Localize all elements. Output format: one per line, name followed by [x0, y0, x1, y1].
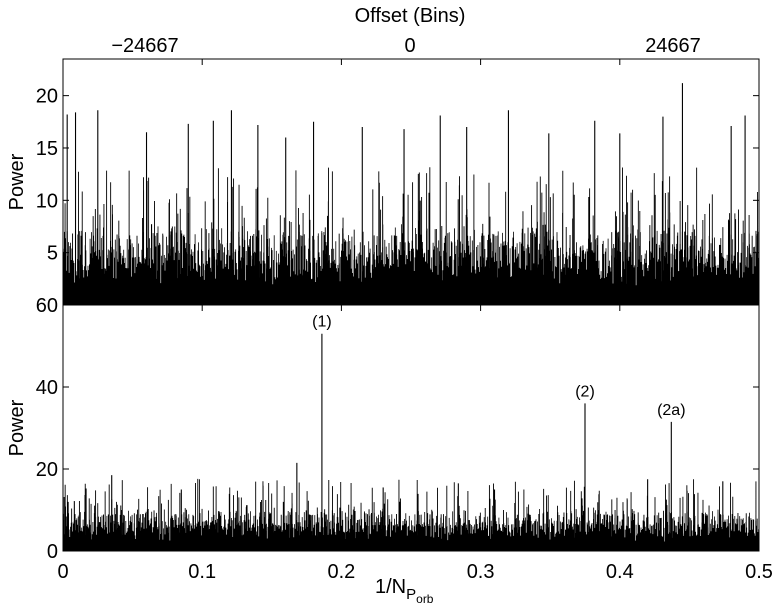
y-tick-label: 0 [47, 541, 58, 563]
x-tick-label: 0.2 [327, 561, 355, 583]
x-tick-label: 0.3 [467, 561, 495, 583]
bottom-x-axis: 0 0.1 0.2 0.3 0.4 0.5 [57, 545, 773, 583]
peak-label: (2a) [657, 402, 685, 419]
top-y-axis-title: Power [6, 153, 28, 210]
y-tick-label: 20 [36, 86, 58, 108]
x-tick-label: 0.1 [188, 561, 216, 583]
offset-axis: −24667 0 24667 [111, 35, 700, 57]
y-tick-label: 5 [47, 243, 58, 265]
x-axis-title-subsub: orb [416, 592, 434, 606]
top-y-axis: 5 10 15 20 [36, 86, 759, 265]
x-tick-label: 0 [57, 561, 68, 583]
bottom-peaks-series [111, 333, 724, 551]
top-peaks-series [66, 83, 746, 305]
y-tick-label: 40 [36, 377, 58, 399]
top-panel: 5 10 15 20 −24667 0 24667 Offset (Bins) Pow… [6, 5, 760, 311]
offset-tick-label: 0 [404, 35, 415, 57]
bottom-x-axis-title: 1/NPorb [375, 576, 434, 606]
y-tick-label: 60 [36, 295, 58, 317]
bottom-y-axis: 0 20 40 60 [36, 295, 759, 563]
x-tick-label: 0.4 [606, 561, 634, 583]
offset-tick-label: 24667 [645, 35, 701, 57]
bottom-panel: 0 20 40 60 0 0.1 0.2 0.3 0.4 0.5 (1) (2) (2a) Powe… [6, 295, 773, 606]
x-axis-title-sub: P [406, 586, 416, 603]
peak-label: (1) [312, 314, 332, 331]
offset-axis-title: Offset (Bins) [355, 5, 466, 27]
noise-spikes [63, 167, 759, 305]
x-axis-title-main: 1/N [375, 576, 406, 598]
peak-annotations: (1) (2) (2a) [312, 314, 685, 419]
offset-tick-label: −24667 [111, 35, 178, 57]
bottom-axes-frame [62, 304, 760, 552]
y-tick-label: 15 [36, 138, 58, 160]
y-tick-label: 10 [36, 190, 58, 212]
peak-label: (2) [575, 383, 595, 400]
bottom-y-axis-title: Power [6, 399, 28, 456]
y-tick-label: 20 [36, 459, 58, 481]
x-tick-label: 0.5 [745, 561, 773, 583]
